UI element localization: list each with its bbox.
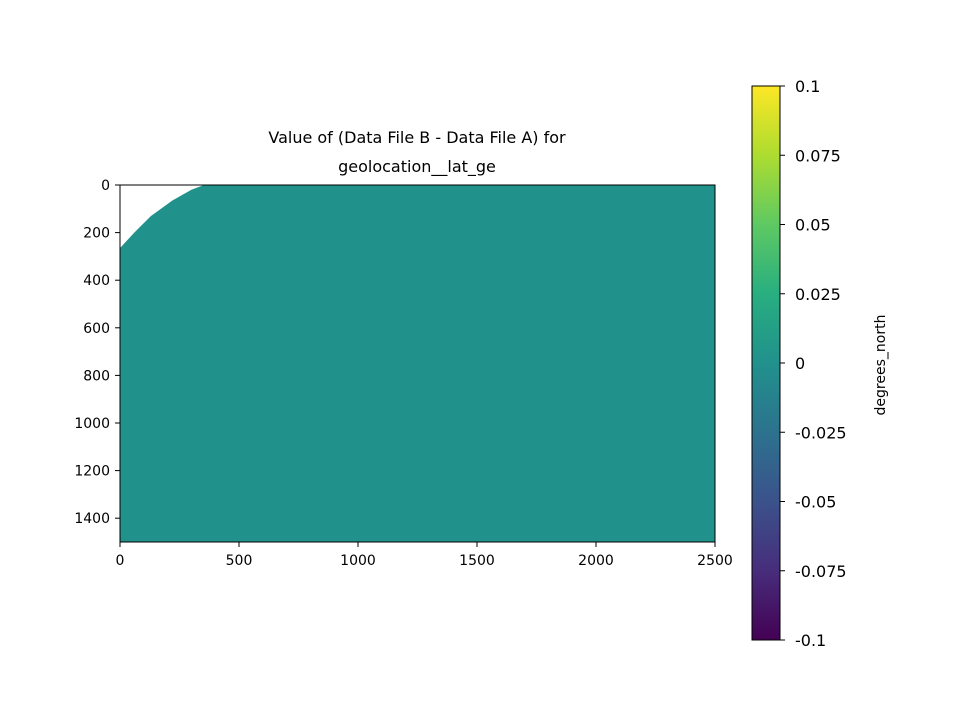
x-tick-label: 2500 [697, 553, 733, 569]
y-tick-label: 200 [83, 226, 110, 242]
colorbar-gradient [751, 85, 781, 641]
y-tick-label: 0 [101, 178, 110, 194]
heatmap-data-region [120, 185, 715, 542]
x-tick-label: 0 [116, 553, 125, 569]
x-tick-label: 2000 [578, 553, 614, 569]
colorbar: 0.1 0.075 0.05 0.025 0 -0.025 -0.05 -0.075 -0.1 [751, 77, 847, 650]
colorbar-tick-label: 0.075 [795, 146, 841, 165]
colorbar-tick-label: -0.025 [795, 423, 847, 442]
x-tick-label: 1500 [459, 553, 495, 569]
colorbar-tick-label: 0.1 [795, 77, 820, 96]
y-tick-label: 1200 [74, 464, 110, 480]
y-tick-label: 400 [83, 273, 110, 289]
y-tick-label: 600 [83, 321, 110, 337]
chart-title-line-1: Value of (Data File B - Data File A) for [268, 128, 566, 147]
y-tick-label: 800 [83, 368, 110, 384]
plot-area: 0 500 1000 1500 2000 2500 0 200 400 600 800 1000 120… [74, 178, 732, 569]
colorbar-tick-label: 0.025 [795, 285, 841, 304]
colorbar-tick-label: -0.05 [795, 493, 836, 512]
y-tick-label: 1400 [74, 511, 110, 527]
colorbar-tick-label: 0.05 [795, 216, 831, 235]
plot-frame [119, 184, 716, 543]
colorbar-tick-label: -0.1 [795, 631, 826, 650]
y-tick-label: 1000 [74, 416, 110, 432]
chart-title-line-2: geolocation__lat_ge [338, 157, 496, 177]
colorbar-label: degrees_north [873, 315, 889, 416]
colorbar-tick-label: -0.075 [795, 562, 847, 581]
x-tick-label: 500 [226, 553, 253, 569]
colorbar-tick-label: 0 [795, 354, 805, 373]
x-tick-label: 1000 [340, 553, 376, 569]
